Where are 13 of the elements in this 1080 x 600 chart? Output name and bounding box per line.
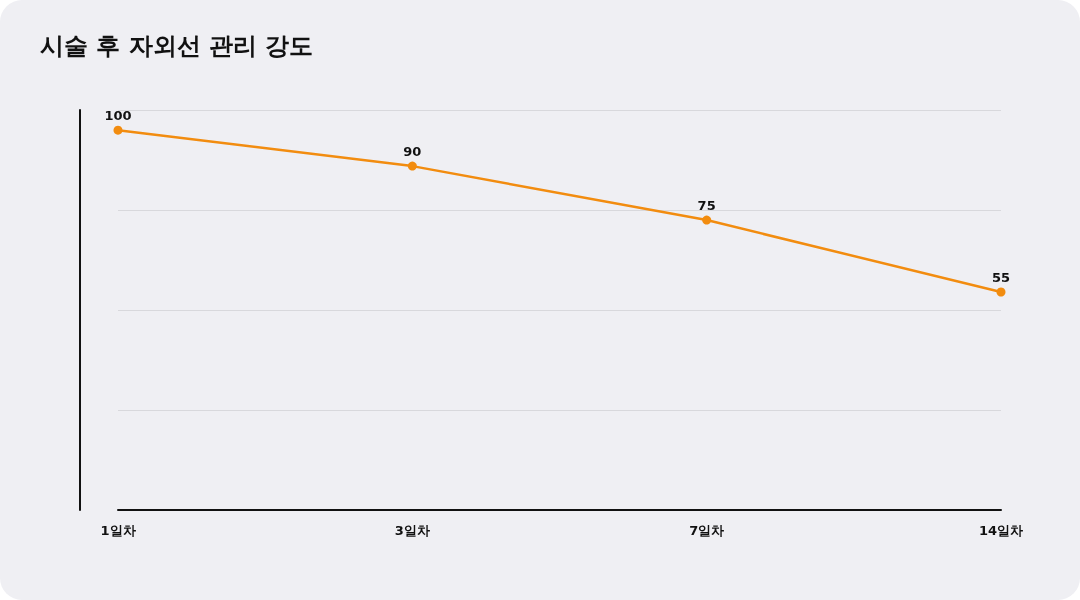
data-label: 90 [403, 143, 422, 159]
point [407, 161, 417, 171]
point [996, 287, 1006, 297]
data-label: 100 [104, 107, 132, 123]
data-label: 55 [991, 269, 1011, 285]
x-tick-label: 1일차 [100, 523, 136, 538]
data-label: 75 [697, 197, 716, 213]
x-tick-label: 3일차 [394, 523, 430, 538]
chart-title: 시술 후 자외선 관리 강도 [40, 31, 314, 62]
point [702, 215, 712, 225]
x-tick-label: 7일차 [689, 523, 725, 538]
x-tick-label: 14일차 [978, 523, 1024, 538]
point [113, 125, 123, 135]
